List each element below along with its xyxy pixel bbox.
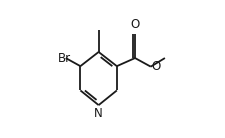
Text: Br: Br <box>57 52 70 65</box>
Text: O: O <box>151 60 160 73</box>
Text: N: N <box>94 107 103 120</box>
Text: O: O <box>130 18 139 31</box>
